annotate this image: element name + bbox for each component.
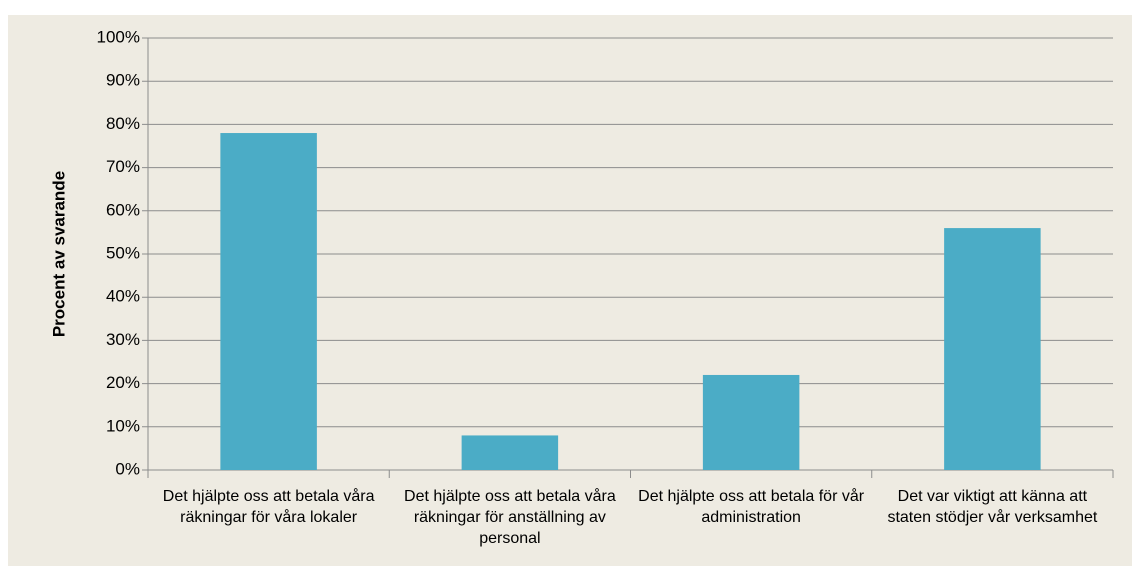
y-tick-label: 10% <box>106 416 140 435</box>
bar <box>461 435 559 470</box>
x-tick-label: Det hjälpte oss att betala för vår admin… <box>638 488 865 526</box>
y-tick-label: 40% <box>106 287 140 306</box>
y-tick-label: 30% <box>106 330 140 349</box>
y-axis-label: Procent av svarande <box>49 171 68 337</box>
y-tick-label: 90% <box>106 71 140 90</box>
x-tick-label: Det hjälpte oss att betala våra räkninga… <box>162 488 375 526</box>
x-tick-label: Det var viktigt att känna att staten stö… <box>887 488 1098 526</box>
y-tick-label: 80% <box>106 114 140 133</box>
y-tick-label: 50% <box>106 243 140 262</box>
y-tick-label: 20% <box>106 373 140 392</box>
bar <box>702 374 800 470</box>
x-tick-label: Det hjälpte oss att betala våra räkninga… <box>404 488 616 547</box>
y-tick-label: 70% <box>106 157 140 176</box>
bar <box>220 133 317 471</box>
y-tick-label: 100% <box>97 27 140 46</box>
bar <box>944 228 1041 470</box>
y-tick-label: 0% <box>115 459 140 478</box>
y-tick-label: 60% <box>106 200 140 219</box>
